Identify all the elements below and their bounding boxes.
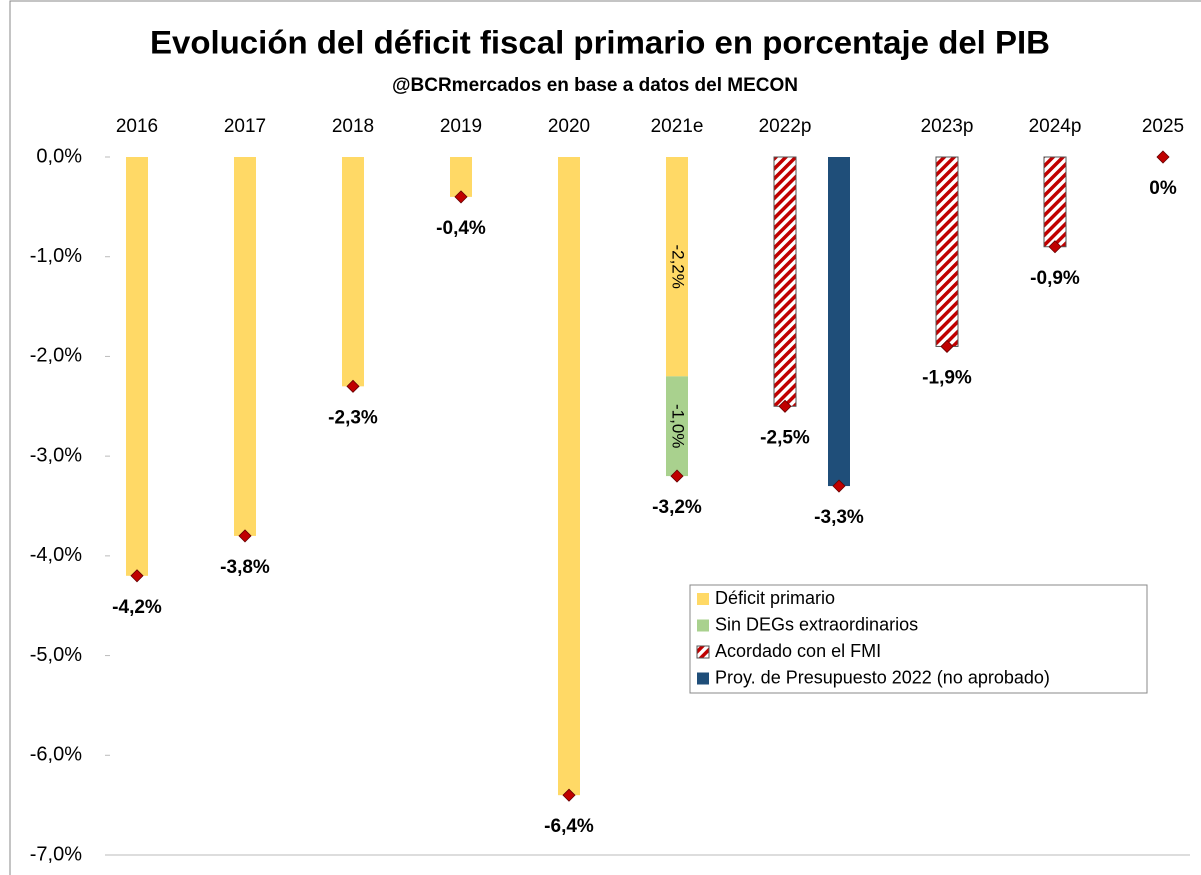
- x-tick-label: 2018: [332, 116, 374, 137]
- x-tick-label: 2017: [224, 116, 266, 137]
- bar: [126, 157, 148, 576]
- marker: [562, 788, 576, 802]
- data-label: -3,3%: [814, 507, 864, 528]
- marker: [130, 569, 144, 583]
- marker: [454, 190, 468, 204]
- bar: [558, 157, 580, 796]
- y-tick-label: -6,0%: [30, 744, 82, 766]
- y-tick-label: -7,0%: [30, 843, 82, 865]
- marker: [670, 469, 684, 483]
- x-tick-label: 2016: [116, 116, 158, 137]
- data-label: -0,9%: [1030, 268, 1080, 289]
- legend-swatch: [697, 672, 709, 685]
- marker: [238, 529, 252, 543]
- legend-swatch: [696, 645, 710, 659]
- x-tick-label: 2025: [1142, 116, 1184, 137]
- data-label: -4,2%: [112, 597, 162, 618]
- y-tick-label: -4,0%: [30, 544, 82, 566]
- y-tick-label: -5,0%: [30, 644, 82, 666]
- data-label: -2,5%: [760, 427, 810, 448]
- x-tick-label: 2023p: [921, 116, 974, 137]
- x-tick-label: 2021e: [651, 116, 704, 137]
- y-tick-label: -2,0%: [30, 345, 82, 367]
- x-tick-label: 2024p: [1029, 116, 1082, 137]
- marker: [1156, 150, 1170, 164]
- bar: [234, 157, 256, 536]
- x-tick-label: 2020: [548, 116, 590, 137]
- legend-swatch: [697, 619, 709, 632]
- marker: [832, 479, 846, 493]
- chart-title: Evolución del déficit fiscal primario en…: [150, 24, 1050, 60]
- data-label: -3,8%: [220, 557, 270, 578]
- data-label: -3,2%: [652, 497, 702, 518]
- bar: [828, 157, 850, 487]
- legend-box: [689, 584, 1148, 694]
- legend-label: Acordado con el FMI: [715, 641, 881, 661]
- marker: [940, 339, 954, 354]
- chart-frame: [9, 0, 1201, 875]
- bar: [1043, 156, 1067, 248]
- x-tick-label: 2019: [440, 116, 482, 137]
- bar: [935, 156, 959, 347]
- marker: [1048, 240, 1062, 254]
- legend-label: Déficit primario: [715, 588, 835, 608]
- marker: [778, 399, 792, 413]
- data-label: -6,4%: [544, 816, 594, 837]
- bar: [450, 157, 472, 197]
- marker: [346, 379, 360, 393]
- segment-label: -2,2%: [669, 244, 688, 288]
- data-label: -1,9%: [922, 367, 972, 388]
- data-label: -2,3%: [328, 407, 378, 428]
- data-label: -0,4%: [436, 218, 486, 239]
- y-tick-label: 0,0%: [36, 145, 82, 167]
- legend-label: Proy. de Presupuesto 2022 (no aprobado): [715, 667, 1050, 687]
- bar: [773, 156, 797, 407]
- y-tick-label: -3,0%: [30, 444, 82, 466]
- bar: [666, 376, 688, 477]
- data-label: 0%: [1149, 178, 1177, 199]
- x-tick-label: 2022p: [759, 116, 812, 137]
- y-tick-label: -1,0%: [30, 245, 82, 267]
- legend-swatch: [697, 593, 709, 605]
- chart-subtitle: @BCRmercados en base a datos del MECON: [392, 75, 798, 96]
- segment-label: -1,0%: [669, 404, 688, 448]
- legend-label: Sin DEGs extraordinarios: [715, 614, 918, 634]
- bar: [666, 157, 688, 377]
- bar: [342, 157, 364, 387]
